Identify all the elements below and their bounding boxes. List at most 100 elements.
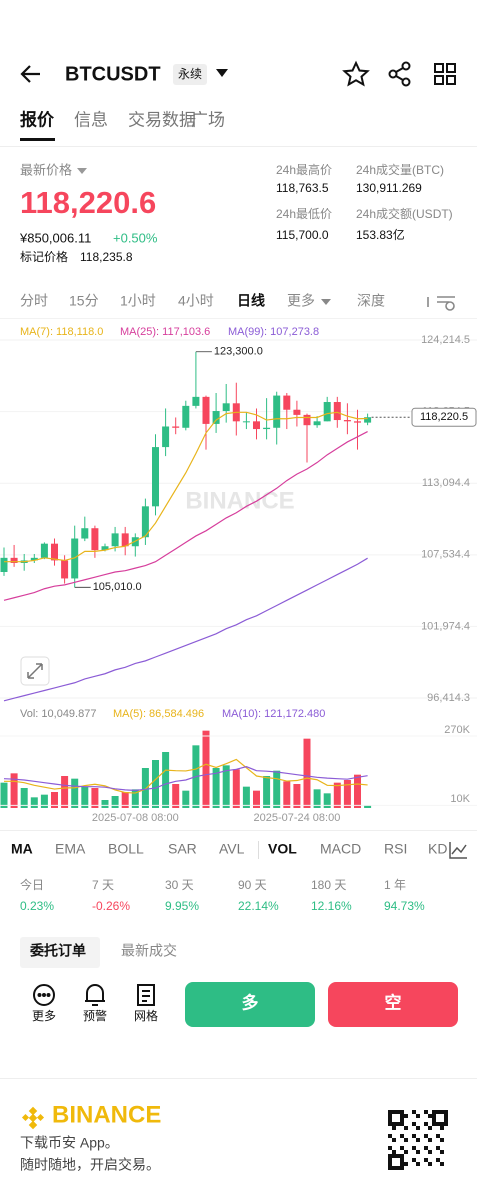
volume-bar bbox=[0, 782, 8, 808]
current-price-box bbox=[411, 407, 477, 427]
volume-bar bbox=[343, 780, 351, 808]
candle-body bbox=[273, 395, 281, 428]
qr-cell bbox=[436, 1110, 440, 1114]
indicator-settings-button[interactable] bbox=[449, 842, 467, 859]
alert-tool[interactable] bbox=[85, 984, 105, 1006]
qr-cell bbox=[400, 1122, 404, 1126]
indicator-tab[interactable]: VOL bbox=[268, 841, 297, 857]
layout-button[interactable] bbox=[434, 63, 456, 85]
tab[interactable]: 报价 bbox=[20, 109, 55, 129]
expand-button[interactable] bbox=[20, 656, 50, 686]
candle-body bbox=[313, 421, 321, 426]
grid-tool[interactable] bbox=[137, 984, 155, 1006]
tab[interactable]: 交易数据 bbox=[128, 110, 196, 129]
qr-cell bbox=[400, 1114, 404, 1118]
candle-body bbox=[222, 403, 230, 412]
more-tool[interactable] bbox=[33, 984, 55, 1006]
divider bbox=[0, 830, 477, 831]
x-tick-label: 2025-07-24 08:00 bbox=[253, 812, 340, 824]
tab-active-bg bbox=[20, 937, 100, 968]
qr-cell bbox=[440, 1162, 444, 1166]
qr-cell bbox=[412, 1134, 416, 1138]
qr-cell bbox=[392, 1154, 396, 1158]
qr-cell bbox=[412, 1146, 416, 1150]
ma-legend: MA(99): 107,273.8 bbox=[228, 326, 319, 338]
price-change: +0.50% bbox=[113, 230, 158, 245]
qr-cell bbox=[404, 1114, 408, 1118]
tab[interactable]: 广场 bbox=[191, 110, 225, 129]
tab[interactable]: 信息 bbox=[74, 110, 108, 129]
qr-cell bbox=[416, 1114, 420, 1118]
stat-label: 24h最低价 bbox=[276, 207, 332, 221]
volume-bar bbox=[10, 773, 18, 808]
period-change: 0.23% bbox=[20, 899, 54, 913]
candle-body bbox=[212, 411, 220, 424]
candle-body bbox=[152, 447, 159, 507]
period-label: 1 年 bbox=[384, 878, 406, 892]
indicator-tab[interactable]: MA bbox=[11, 841, 33, 857]
y-tick-label: 101,974.4 bbox=[421, 620, 470, 632]
order-tab[interactable]: 最新成交 bbox=[121, 943, 177, 959]
qr-cell bbox=[388, 1166, 392, 1170]
symbol-dropdown[interactable] bbox=[216, 69, 228, 77]
interval-tab[interactable]: 1小时 bbox=[120, 293, 156, 309]
volume-bar bbox=[283, 781, 291, 808]
indicator-tab[interactable]: KD bbox=[428, 841, 447, 857]
indicator-tab[interactable]: BOLL bbox=[108, 841, 144, 857]
candle-body bbox=[283, 395, 291, 410]
qr-cell bbox=[400, 1154, 404, 1158]
tab-separator bbox=[258, 841, 259, 859]
qr-cell bbox=[388, 1110, 392, 1114]
favorite-button[interactable] bbox=[342, 60, 370, 87]
interval-tab[interactable]: 日线 bbox=[237, 293, 265, 309]
indicator-tab[interactable]: SAR bbox=[168, 841, 197, 857]
volume-bar bbox=[202, 730, 210, 808]
y-tick-label: 124,214.5 bbox=[421, 334, 470, 346]
indicator-tab[interactable]: MACD bbox=[320, 841, 361, 857]
qr-cell bbox=[388, 1114, 392, 1118]
candle-body bbox=[192, 396, 200, 406]
share-button[interactable] bbox=[388, 61, 411, 87]
qr-code bbox=[386, 1108, 448, 1170]
candle-body bbox=[71, 538, 79, 579]
volume-bar bbox=[354, 774, 361, 808]
volume-ma-line bbox=[4, 758, 368, 794]
volume-ma-legend: MA(5): 86,584.496 bbox=[113, 708, 204, 720]
indicator-tab[interactable]: AVL bbox=[219, 841, 245, 857]
qr-cell bbox=[436, 1122, 440, 1126]
interval-tab[interactable]: 15分 bbox=[69, 293, 99, 309]
candle-body bbox=[293, 409, 301, 415]
indicator-tab[interactable]: EMA bbox=[55, 841, 86, 857]
order-tab[interactable]: 委托订单 bbox=[29, 943, 86, 959]
chart-settings-button[interactable] bbox=[427, 296, 455, 311]
qr-cell bbox=[432, 1122, 436, 1126]
period-label: 180 天 bbox=[311, 878, 346, 892]
footer-line: 随时随地，开启交易。 bbox=[20, 1157, 160, 1173]
stat-value: 130,911.269 bbox=[356, 181, 422, 195]
candle-body bbox=[253, 421, 260, 430]
qr-cell bbox=[444, 1118, 448, 1122]
long-button[interactable] bbox=[185, 982, 315, 1027]
qr-cell bbox=[388, 1118, 392, 1122]
interval-tab[interactable]: 深度 bbox=[357, 293, 385, 309]
qr-cell bbox=[432, 1118, 436, 1122]
volume-bar bbox=[273, 770, 281, 808]
qr-cell bbox=[404, 1162, 408, 1166]
interval-tab[interactable]: 分时 bbox=[20, 293, 48, 309]
qr-cell bbox=[400, 1110, 404, 1114]
indicator-tab[interactable]: RSI bbox=[384, 841, 407, 857]
back-button[interactable] bbox=[20, 65, 40, 83]
interval-tab[interactable]: 4小时 bbox=[178, 293, 214, 309]
volume-bar bbox=[212, 768, 220, 808]
stat-value: 115,700.0 bbox=[276, 228, 329, 242]
divider bbox=[0, 146, 477, 147]
ma-line bbox=[3, 557, 368, 702]
annotation-label: 123,300.0 bbox=[214, 346, 263, 358]
period-change: 9.95% bbox=[165, 899, 199, 913]
interval-tab[interactable]: 更多 bbox=[287, 293, 315, 309]
short-button[interactable] bbox=[328, 982, 458, 1027]
qr-cell bbox=[396, 1166, 400, 1170]
volume-bar bbox=[333, 782, 341, 808]
last-price: 118,220.6 bbox=[20, 185, 156, 220]
volume-bar bbox=[141, 768, 149, 808]
